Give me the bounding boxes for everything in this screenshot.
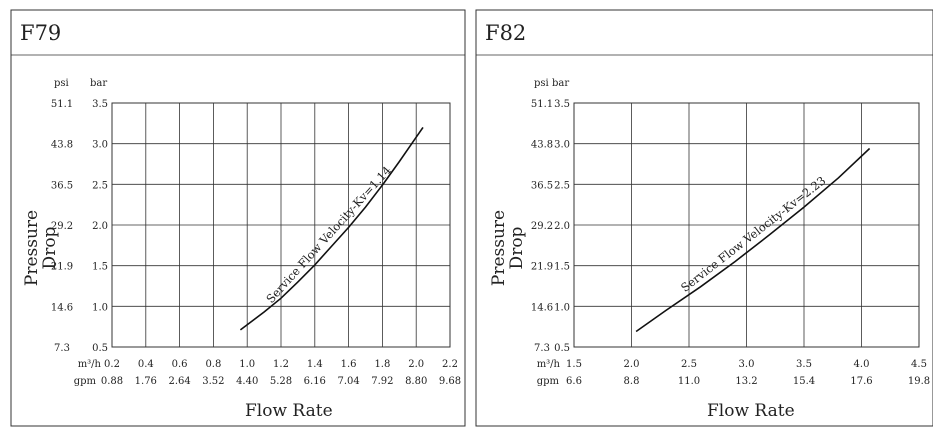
curve-annotation: Service Flow Velocity-Kv=2.23 <box>678 173 828 294</box>
y-tick-bar: 3.0 <box>554 140 570 151</box>
y-tick-bar: 0.5 <box>554 343 570 354</box>
y-tick-psi: 36.5 <box>531 180 553 191</box>
y-axis-title-line-1: Pressure <box>22 210 42 286</box>
x-tick-m3h: 1.4 <box>307 359 323 370</box>
x-tick-gpm: 1.76 <box>135 376 157 387</box>
x-tick-m3h: 3.5 <box>796 359 812 370</box>
y-tick-bar: 2.0 <box>92 221 108 232</box>
x-tick-m3h: 0.2 <box>104 359 120 370</box>
y-unit-bar: bar <box>552 78 569 89</box>
y-tick-bar: 2.0 <box>554 221 570 232</box>
x-tick-m3h: 2.5 <box>681 359 697 370</box>
x-tick-gpm: 15.4 <box>793 376 815 387</box>
y-tick-bar: 1.5 <box>554 262 570 273</box>
y-tick-psi: 51.1 <box>51 99 73 110</box>
x-tick-gpm: 8.8 <box>624 376 640 387</box>
x-tick-gpm: 2.64 <box>168 376 190 387</box>
x-unit-m3h: m³/h <box>537 359 561 370</box>
x-unit-m3h: m³/h <box>78 359 102 370</box>
plot-area <box>111 102 451 348</box>
x-unit-gpm: gpm <box>74 376 97 387</box>
y-tick-psi: 43.8 <box>51 140 73 151</box>
y-tick-psi: 21.9 <box>51 262 73 273</box>
panel-title: F79 <box>20 21 61 45</box>
y-tick-psi: 7.3 <box>534 343 550 354</box>
y-tick-psi: 14.6 <box>51 302 73 313</box>
y-tick-psi: 29.2 <box>51 221 73 232</box>
y-tick-bar: 0.5 <box>92 343 108 354</box>
x-tick-m3h: 4.0 <box>854 359 870 370</box>
x-axis-title: Flow Rate <box>707 401 795 421</box>
x-tick-m3h: 1.8 <box>374 359 390 370</box>
x-tick-m3h: 0.8 <box>205 359 221 370</box>
y-unit-bar: bar <box>90 78 107 89</box>
x-tick-gpm: 8.80 <box>405 376 427 387</box>
x-tick-m3h: 4.5 <box>911 359 927 370</box>
y-tick-bar: 2.5 <box>92 180 108 191</box>
x-tick-gpm: 7.04 <box>337 376 359 387</box>
x-tick-gpm: 13.2 <box>735 376 757 387</box>
x-tick-m3h: 1.6 <box>341 359 357 370</box>
x-tick-m3h: 1.5 <box>566 359 582 370</box>
y-tick-psi: 51.1 <box>531 99 553 110</box>
y-axis-title-line-2: Drop <box>40 226 60 269</box>
x-tick-gpm: 3.52 <box>202 376 224 387</box>
x-axis-title: Flow Rate <box>245 401 333 421</box>
panel-border <box>10 9 466 427</box>
x-tick-gpm: 17.6 <box>850 376 872 387</box>
x-tick-gpm: 9.68 <box>439 376 461 387</box>
y-tick-bar: 3.5 <box>554 99 570 110</box>
x-tick-m3h: 0.4 <box>138 359 154 370</box>
x-tick-gpm: 11.0 <box>678 376 700 387</box>
x-unit-gpm: gpm <box>537 376 560 387</box>
y-tick-bar: 1.5 <box>92 262 108 273</box>
y-tick-psi: 29.2 <box>531 221 553 232</box>
x-tick-gpm: 6.16 <box>304 376 326 387</box>
x-tick-m3h: 2.0 <box>408 359 424 370</box>
x-tick-m3h: 2.2 <box>442 359 458 370</box>
x-tick-gpm: 6.6 <box>566 376 582 387</box>
x-tick-m3h: 3.0 <box>739 359 755 370</box>
series-line <box>635 147 871 333</box>
y-tick-psi: 43.8 <box>531 140 553 151</box>
y-tick-psi: 14.6 <box>531 302 553 313</box>
plot-area <box>573 102 920 348</box>
x-tick-m3h: 0.6 <box>172 359 188 370</box>
panel-border <box>475 9 933 427</box>
y-axis-title-line-2: Drop <box>507 226 527 269</box>
x-tick-gpm: 19.8 <box>908 376 930 387</box>
y-tick-bar: 1.0 <box>92 302 108 313</box>
x-tick-m3h: 1.2 <box>273 359 289 370</box>
y-tick-psi: 7.3 <box>54 343 70 354</box>
y-unit-psi: psi <box>534 78 549 89</box>
x-tick-gpm: 5.28 <box>270 376 292 387</box>
y-axis-title-line-1: Pressure <box>489 210 509 286</box>
panel-title: F82 <box>485 21 526 45</box>
y-unit-psi: psi <box>54 78 69 89</box>
series-line <box>239 126 424 331</box>
chart-panel-f79: F79 psi bar 0.5 7.3 1.0 14.6 1.5 21.9 2.0 29.2 2.5 3… <box>10 9 466 427</box>
y-tick-psi: 36.5 <box>51 180 73 191</box>
y-tick-psi: 21.9 <box>531 262 553 273</box>
x-tick-m3h: 1.0 <box>239 359 255 370</box>
x-tick-gpm: 4.40 <box>236 376 258 387</box>
y-tick-bar: 3.5 <box>92 99 108 110</box>
y-tick-bar: 1.0 <box>554 302 570 313</box>
y-tick-bar: 3.0 <box>92 140 108 151</box>
x-tick-gpm: 0.88 <box>101 376 123 387</box>
x-tick-gpm: 7.92 <box>371 376 393 387</box>
y-tick-bar: 2.5 <box>554 180 570 191</box>
x-tick-m3h: 2.0 <box>624 359 640 370</box>
